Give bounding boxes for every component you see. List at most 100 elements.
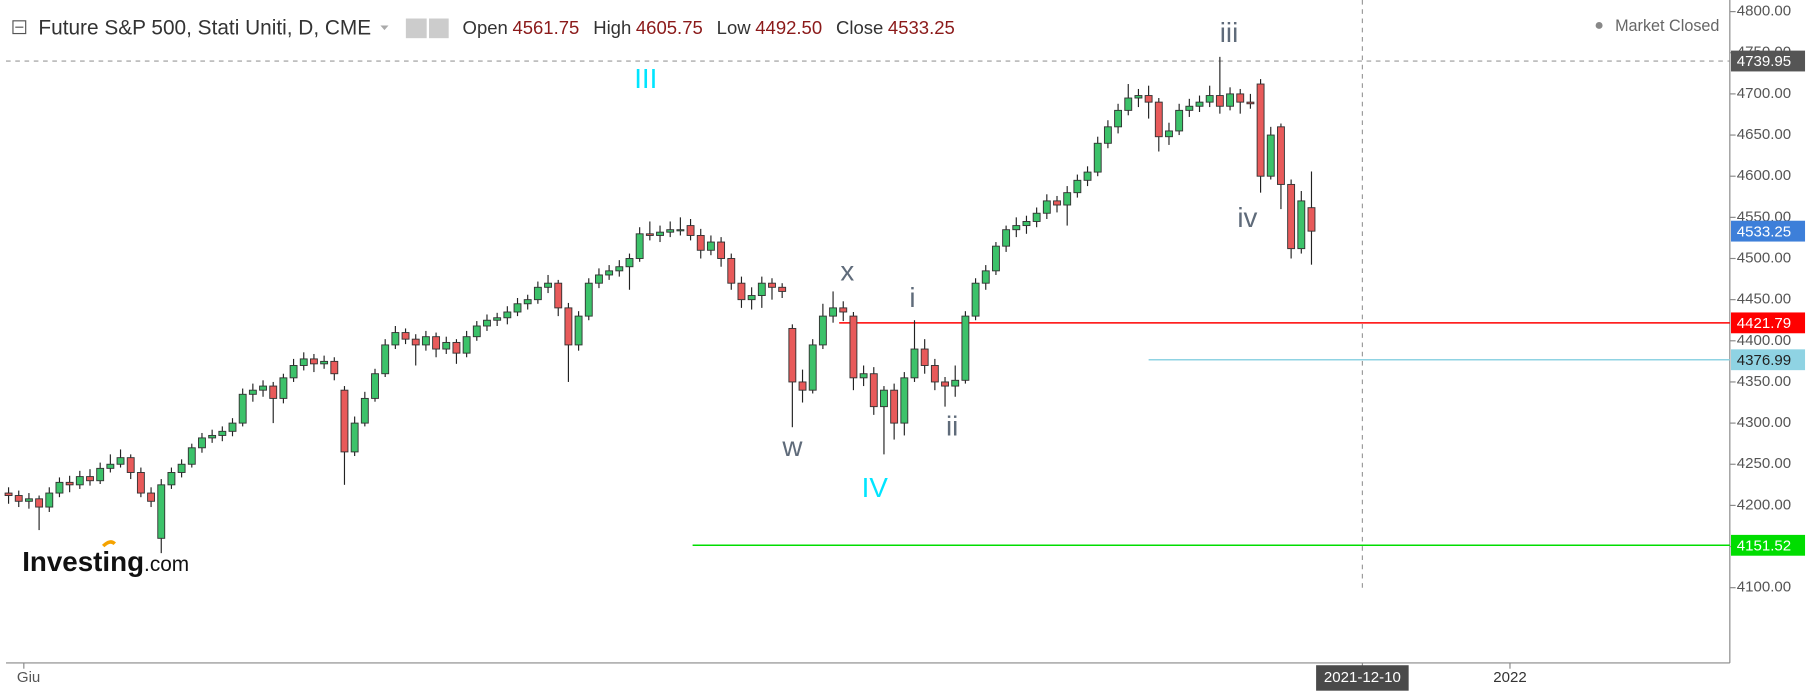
candle-body	[717, 241, 726, 259]
candle-body	[116, 457, 125, 465]
candle-body	[24, 498, 33, 502]
candle-body	[1053, 200, 1061, 206]
candle-body	[442, 341, 451, 350]
candle-body	[808, 344, 817, 391]
wave-label: i	[909, 282, 915, 313]
header: Future S&P 500, Stati Uniti, D, CME Open 4…	[12, 16, 1719, 39]
candle-body	[1124, 97, 1133, 111]
y-tick-label: 4400.00	[1737, 332, 1791, 349]
candle-body	[177, 463, 186, 473]
y-tick-label: 4250.00	[1737, 455, 1791, 472]
candle-body	[1012, 225, 1021, 231]
candle-body	[1226, 93, 1234, 107]
candle-body	[136, 472, 145, 494]
ohlc-value: 4561.75	[512, 17, 579, 38]
candle-body	[564, 307, 573, 346]
candle-body	[523, 299, 532, 305]
wave-label: x	[840, 256, 854, 287]
candle-body	[340, 389, 349, 453]
crosshair-date-box	[1316, 665, 1409, 691]
candle-body	[951, 379, 960, 387]
candle-body	[1205, 95, 1214, 103]
ohlc-label: Low	[717, 17, 752, 38]
candle-body	[747, 295, 756, 301]
candle-body	[198, 437, 206, 449]
candle-body	[1093, 142, 1102, 173]
candle-body	[1063, 192, 1072, 206]
candle-body	[1266, 134, 1275, 177]
candle-body	[238, 393, 247, 424]
brand-swoosh	[101, 540, 116, 548]
candle-body	[1144, 95, 1153, 103]
ohlc-value: 4492.50	[755, 17, 822, 38]
candle-body	[727, 258, 736, 284]
gear-icon	[429, 18, 449, 39]
wave-label: III	[634, 63, 657, 94]
collapse-icon	[12, 20, 27, 35]
candle-body	[1175, 109, 1184, 132]
candle-body	[635, 233, 644, 259]
candle-body	[55, 481, 64, 494]
candle-body	[1185, 105, 1194, 111]
candle-body	[910, 348, 919, 379]
candle-body	[625, 258, 634, 268]
candle-body	[757, 282, 766, 296]
candle-body	[411, 338, 420, 346]
candle-body	[1083, 171, 1092, 181]
candle-body	[1134, 95, 1143, 99]
candle-body	[900, 377, 909, 424]
y-tick-label: 4100.00	[1737, 579, 1791, 596]
candle-body	[778, 286, 787, 292]
candle-body	[96, 467, 105, 482]
y-tick-label: 4500.00	[1737, 249, 1791, 266]
candle-body	[981, 270, 990, 284]
candle-body	[533, 286, 542, 301]
eye-icon	[405, 18, 427, 39]
candle-body	[65, 481, 74, 486]
candle-body	[1073, 179, 1082, 194]
brand-suffix: .com	[144, 553, 189, 576]
candle-body	[371, 373, 379, 399]
candle-body	[126, 457, 135, 473]
ohlc-label: Close	[836, 17, 883, 38]
wave-label: iii	[1220, 17, 1239, 48]
dropdown-caret	[380, 25, 389, 31]
price-label-box	[1730, 312, 1806, 334]
candle-body	[768, 282, 776, 288]
candle-body	[696, 234, 705, 251]
candle-body	[737, 282, 746, 301]
candle-body	[472, 325, 481, 338]
candle-body	[991, 245, 1000, 272]
candle-body	[941, 381, 949, 387]
chart-title: Future S&P 500, Stati Uniti, D, CME	[38, 16, 371, 39]
candle-body	[391, 332, 400, 346]
candle-body	[269, 385, 278, 399]
candle-body	[1195, 101, 1204, 107]
candle-body	[248, 389, 257, 395]
candle-body	[1042, 200, 1051, 214]
candle-body	[289, 365, 298, 379]
candle-body	[839, 307, 848, 313]
price-label: 4533.25	[1737, 223, 1791, 240]
price-label-box	[1730, 220, 1806, 242]
candle-body	[320, 360, 329, 365]
candle-body	[299, 358, 308, 366]
candle-body	[259, 385, 267, 391]
candle-body	[493, 317, 502, 321]
ohlc-label: High	[593, 17, 631, 38]
candle-body	[75, 476, 84, 486]
candle-body	[859, 373, 868, 379]
candle-body	[310, 358, 318, 365]
candle-body	[147, 492, 156, 502]
candle-body	[798, 381, 807, 391]
candle-body	[829, 307, 837, 317]
candle-body	[401, 332, 410, 340]
candle-body	[1002, 229, 1011, 247]
candle-body	[157, 484, 166, 539]
candle-body	[503, 311, 512, 319]
candle-body	[686, 225, 695, 236]
candle-body	[1165, 130, 1173, 138]
y-tick-label: 4700.00	[1737, 85, 1791, 102]
price-label-box	[1730, 534, 1806, 556]
